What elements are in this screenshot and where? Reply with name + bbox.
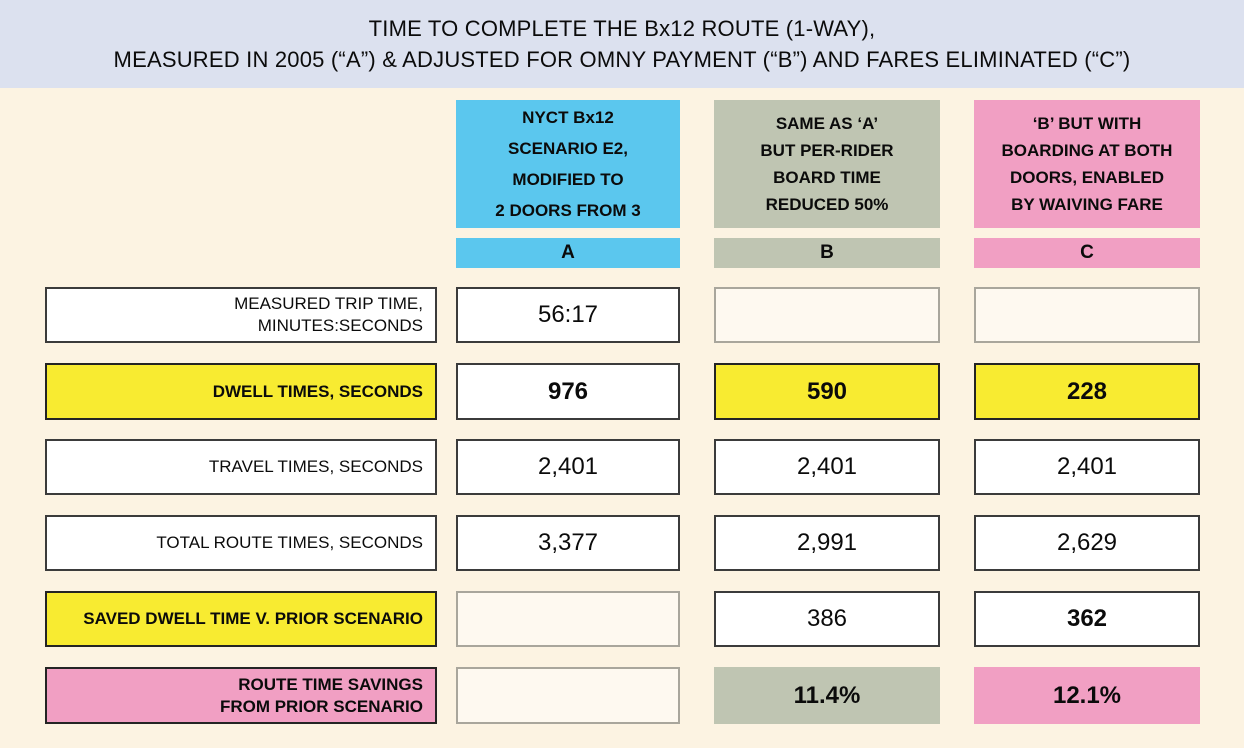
cell-route-time-savings-b: 11.4% <box>714 667 940 724</box>
cell-measured-trip-time-c <box>974 287 1200 343</box>
row-label-total-route-times: TOTAL ROUTE TIMES, SECONDS <box>45 515 437 571</box>
column-header-scenario-c: ‘B’ BUT WITH BOARDING AT BOTH DOORS, ENA… <box>974 100 1200 228</box>
row-label-dwell-times: DWELL TIMES, SECONDS <box>45 363 437 420</box>
cell-travel-times-b: 2,401 <box>714 439 940 495</box>
cell-route-time-savings-c: 12.1% <box>974 667 1200 724</box>
page-title: TIME TO COMPLETE THE Bx12 ROUTE (1-WAY),… <box>113 16 1131 72</box>
column-letter-c: C <box>974 238 1200 268</box>
cell-measured-trip-time-a: 56:17 <box>456 287 680 343</box>
cell-measured-trip-time-b <box>714 287 940 343</box>
cell-saved-dwell-time-b: 386 <box>714 591 940 647</box>
cell-saved-dwell-time-c: 362 <box>974 591 1200 647</box>
row-label-route-time-savings: ROUTE TIME SAVINGS FROM PRIOR SCENARIO <box>45 667 437 724</box>
cell-total-route-times-a: 3,377 <box>456 515 680 571</box>
row-label-travel-times: TRAVEL TIMES, SECONDS <box>45 439 437 495</box>
cell-travel-times-c: 2,401 <box>974 439 1200 495</box>
title-band: TIME TO COMPLETE THE Bx12 ROUTE (1-WAY),… <box>0 0 1244 88</box>
cell-total-route-times-c: 2,629 <box>974 515 1200 571</box>
cell-route-time-savings-a <box>456 667 680 724</box>
cell-travel-times-a: 2,401 <box>456 439 680 495</box>
column-header-scenario-b: SAME AS ‘A’ BUT PER-RIDER BOARD TIME RED… <box>714 100 940 228</box>
column-letter-b: B <box>714 238 940 268</box>
cell-dwell-times-a: 976 <box>456 363 680 420</box>
row-label-saved-dwell-time: SAVED DWELL TIME V. PRIOR SCENARIO <box>45 591 437 647</box>
column-letter-a: A <box>456 238 680 268</box>
row-label-measured-trip-time: MEASURED TRIP TIME, MINUTES:SECONDS <box>45 287 437 343</box>
cell-total-route-times-b: 2,991 <box>714 515 940 571</box>
cell-saved-dwell-time-a <box>456 591 680 647</box>
column-header-scenario-a: NYCT Bx12 SCENARIO E2, MODIFIED TO 2 DOO… <box>456 100 680 228</box>
cell-dwell-times-b: 590 <box>714 363 940 420</box>
cell-dwell-times-c: 228 <box>974 363 1200 420</box>
